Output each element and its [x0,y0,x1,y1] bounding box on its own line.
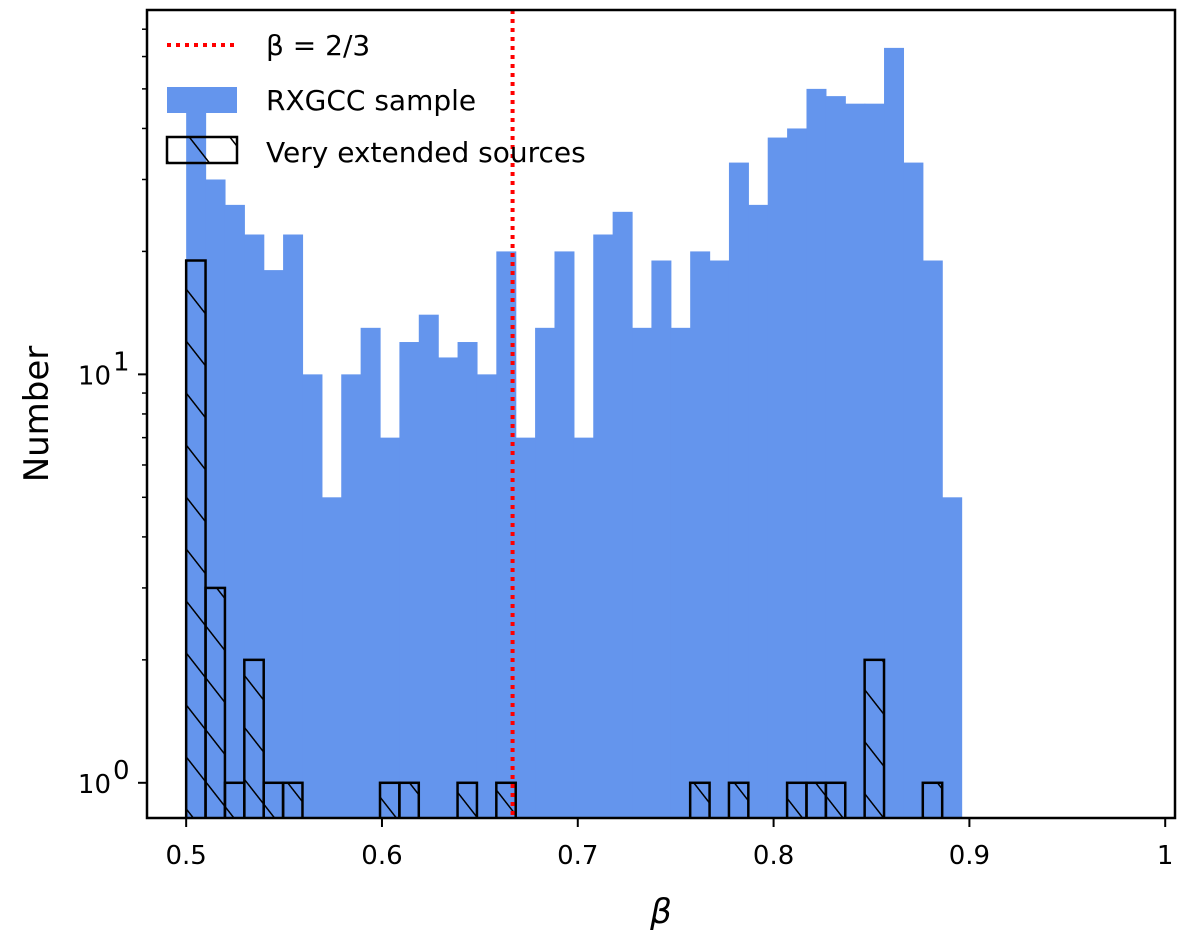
rxgcc-bar [787,128,808,818]
rxgcc-bar [806,88,827,818]
extended-source-bar [824,781,847,818]
extended-source-bar [805,781,828,818]
legend-label-rxgcc: RXGCC sample [266,84,476,117]
y-tick-exponent: 1 [113,347,130,377]
y-tick-label: 10 [78,361,111,391]
rxgcc-bar [283,234,304,818]
x-axis-label: β [649,892,672,932]
rxgcc-bar [922,260,943,818]
rxgcc-bar [632,327,653,818]
legend-rxgcc-marker [167,87,237,113]
rxgcc-bar [321,497,342,818]
rxgcc-bar [884,47,905,818]
rxgcc-bar [515,437,536,818]
extended-source-bar [223,781,246,818]
extended-source-bar [281,781,304,818]
rxgcc-bar [728,162,749,818]
extended-source-bar [378,781,401,818]
legend-label-vline: β = 2/3 [266,29,370,62]
extended-source-bar [204,586,227,818]
rxgcc-bar [748,204,769,818]
rxgcc-bar [535,327,556,818]
extended-source-bar [785,781,808,818]
extended-source-bar [456,781,479,818]
legend-label-extended: Very extended sources [266,136,586,169]
legend: β = 2/3 RXGCC sample Very extended sourc… [165,29,586,169]
x-tick-label: 1 [1157,841,1174,871]
rxgcc-bar [690,251,711,818]
rxgcc-bar [438,357,459,818]
rxgcc-bar [380,437,400,818]
rxgcc-bar [593,234,614,818]
extended-source-bar [398,781,421,818]
x-tick-label: 0.5 [165,841,206,871]
rxgcc-bar [399,342,420,818]
rxgcc-bar [418,314,439,818]
rxgcc-bar [612,211,633,818]
y-tick-label: 10 [78,770,111,800]
x-tick-label: 0.7 [557,841,598,871]
x-axis: 0.5 0.6 0.7 0.8 0.9 1 [165,818,1173,871]
x-tick-label: 0.8 [753,841,794,871]
extended-source-bar [688,781,711,818]
legend-extended-marker [165,135,239,165]
extended-source-bar [184,259,207,818]
rxgcc-bar [825,96,846,818]
x-tick-label: 0.6 [361,841,402,871]
y-tick-exponent: 0 [113,756,130,786]
rxgcc-bar [457,342,478,818]
y-axis-label: Number [17,346,57,483]
extended-source-bar [262,781,285,818]
rxgcc-bars [186,47,963,818]
rxgcc-bar [845,103,866,818]
rxgcc-bar [302,374,323,818]
rxgcc-bar [651,260,672,818]
rxgcc-bar [573,437,594,818]
rxgcc-bar [476,374,497,818]
rxgcc-bar [360,327,381,818]
rxgcc-bar [864,103,885,818]
rxgcc-bar [942,497,963,818]
rxgcc-bar [767,137,788,818]
x-tick-label: 0.9 [949,841,990,871]
rxgcc-bar [709,260,730,818]
rxgcc-bar [341,374,362,818]
extended-source-bars [184,259,944,818]
rxgcc-bar [903,162,924,818]
rxgcc-bar [263,270,284,818]
rxgcc-bar [554,251,575,818]
extended-source-bar [863,658,886,818]
extended-source-bar [921,781,944,818]
extended-source-bar [727,781,750,818]
extended-source-bar [243,658,265,818]
rxgcc-bar [224,204,245,818]
rxgcc-bar [670,327,691,818]
extended-source-bar [495,781,517,818]
